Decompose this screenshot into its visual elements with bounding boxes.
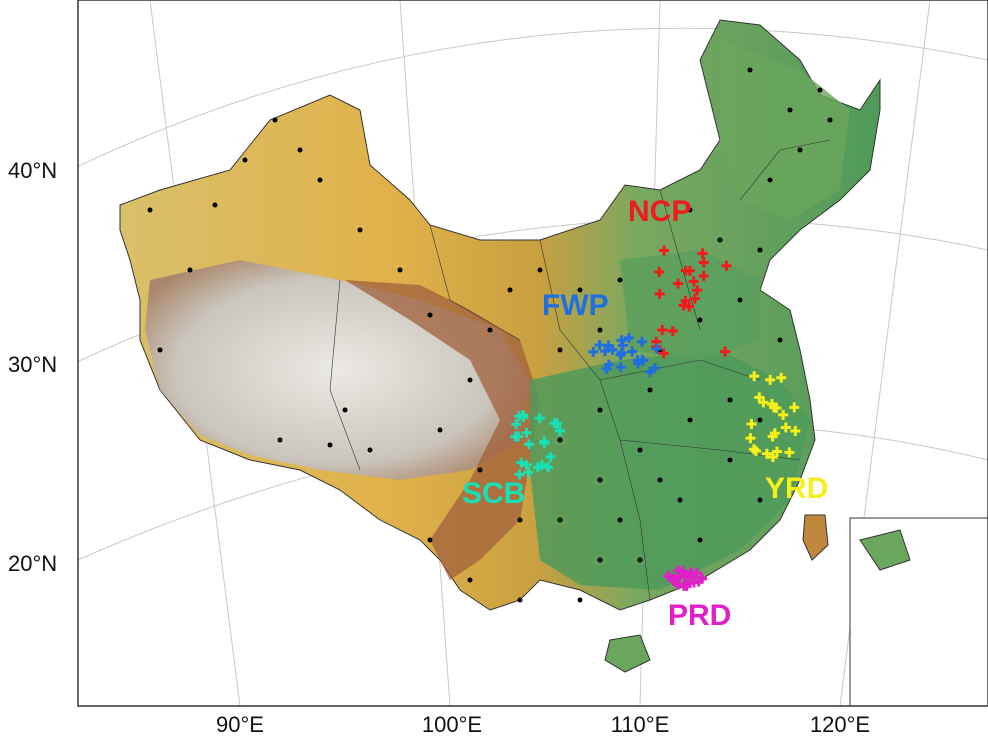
station-dot xyxy=(538,268,543,273)
station-dot xyxy=(618,518,623,523)
station-dot xyxy=(558,518,563,523)
station-dot xyxy=(688,418,693,423)
page: {"map": { "lat_labels": ["40°N", "30°N",… xyxy=(0,0,988,744)
lon-label: 100°E xyxy=(422,712,482,737)
lon-label: 90°E xyxy=(216,712,264,737)
station-dot xyxy=(638,448,643,453)
station-dot xyxy=(488,328,493,333)
station-dot xyxy=(738,298,743,303)
station-dot xyxy=(518,518,523,523)
station-dot xyxy=(438,428,443,433)
station-dot xyxy=(398,268,403,273)
station-dot xyxy=(788,108,793,113)
station-dot xyxy=(798,148,803,153)
lon-label: 120°E xyxy=(810,712,870,737)
station-dot xyxy=(518,598,523,603)
station-dot xyxy=(768,178,773,183)
station-dot xyxy=(728,398,733,403)
station-dot xyxy=(273,118,278,123)
station-dot xyxy=(188,268,193,273)
station-dot xyxy=(468,578,473,583)
station-dot xyxy=(428,313,433,318)
station-dot xyxy=(508,288,513,293)
station-dot xyxy=(478,468,483,473)
station-dot xyxy=(578,598,583,603)
station-dot xyxy=(318,178,323,183)
station-dot xyxy=(718,238,723,243)
station-dot xyxy=(358,228,363,233)
station-dot xyxy=(213,203,218,208)
station-dot xyxy=(758,418,763,423)
station-dot xyxy=(678,498,683,503)
region-label: PRD xyxy=(668,599,731,632)
station-dot xyxy=(698,538,703,543)
station-dot xyxy=(638,558,643,563)
station-dot xyxy=(818,88,823,93)
station-dot xyxy=(328,443,333,448)
region-label: YRD xyxy=(765,472,828,505)
station-dot xyxy=(728,458,733,463)
station-dot xyxy=(558,348,563,353)
station-dot xyxy=(758,498,763,503)
station-dot xyxy=(778,338,783,343)
station-dot xyxy=(558,438,563,443)
map-figure: 40°N 30°N 20°N 90°E 100°E 110°E 120°E NCP FWP SCB… xyxy=(0,0,988,744)
region-label: FWP xyxy=(542,289,609,322)
station-dot xyxy=(243,158,248,163)
station-dot xyxy=(598,558,603,563)
station-dot xyxy=(428,538,433,543)
station-dot xyxy=(598,328,603,333)
station-dot xyxy=(648,388,653,393)
station-dot xyxy=(343,408,348,413)
lat-label: 20°N xyxy=(8,551,57,576)
station-dot xyxy=(278,438,283,443)
station-dot xyxy=(748,68,753,73)
lat-label: 30°N xyxy=(8,352,57,377)
station-dot xyxy=(158,348,163,353)
station-dot xyxy=(598,408,603,413)
station-dot xyxy=(468,378,473,383)
station-dot xyxy=(658,478,663,483)
station-dot xyxy=(698,318,703,323)
region-label: SCB xyxy=(462,477,525,510)
station-dot xyxy=(298,148,303,153)
station-dot xyxy=(828,118,833,123)
station-dot xyxy=(618,278,623,283)
station-dot xyxy=(758,248,763,253)
lon-label: 110°E xyxy=(611,712,670,737)
station-dot xyxy=(598,478,603,483)
region-label: NCP xyxy=(628,195,691,228)
lat-label: 40°N xyxy=(8,158,57,183)
station-dot xyxy=(148,208,153,213)
station-dot xyxy=(368,448,373,453)
